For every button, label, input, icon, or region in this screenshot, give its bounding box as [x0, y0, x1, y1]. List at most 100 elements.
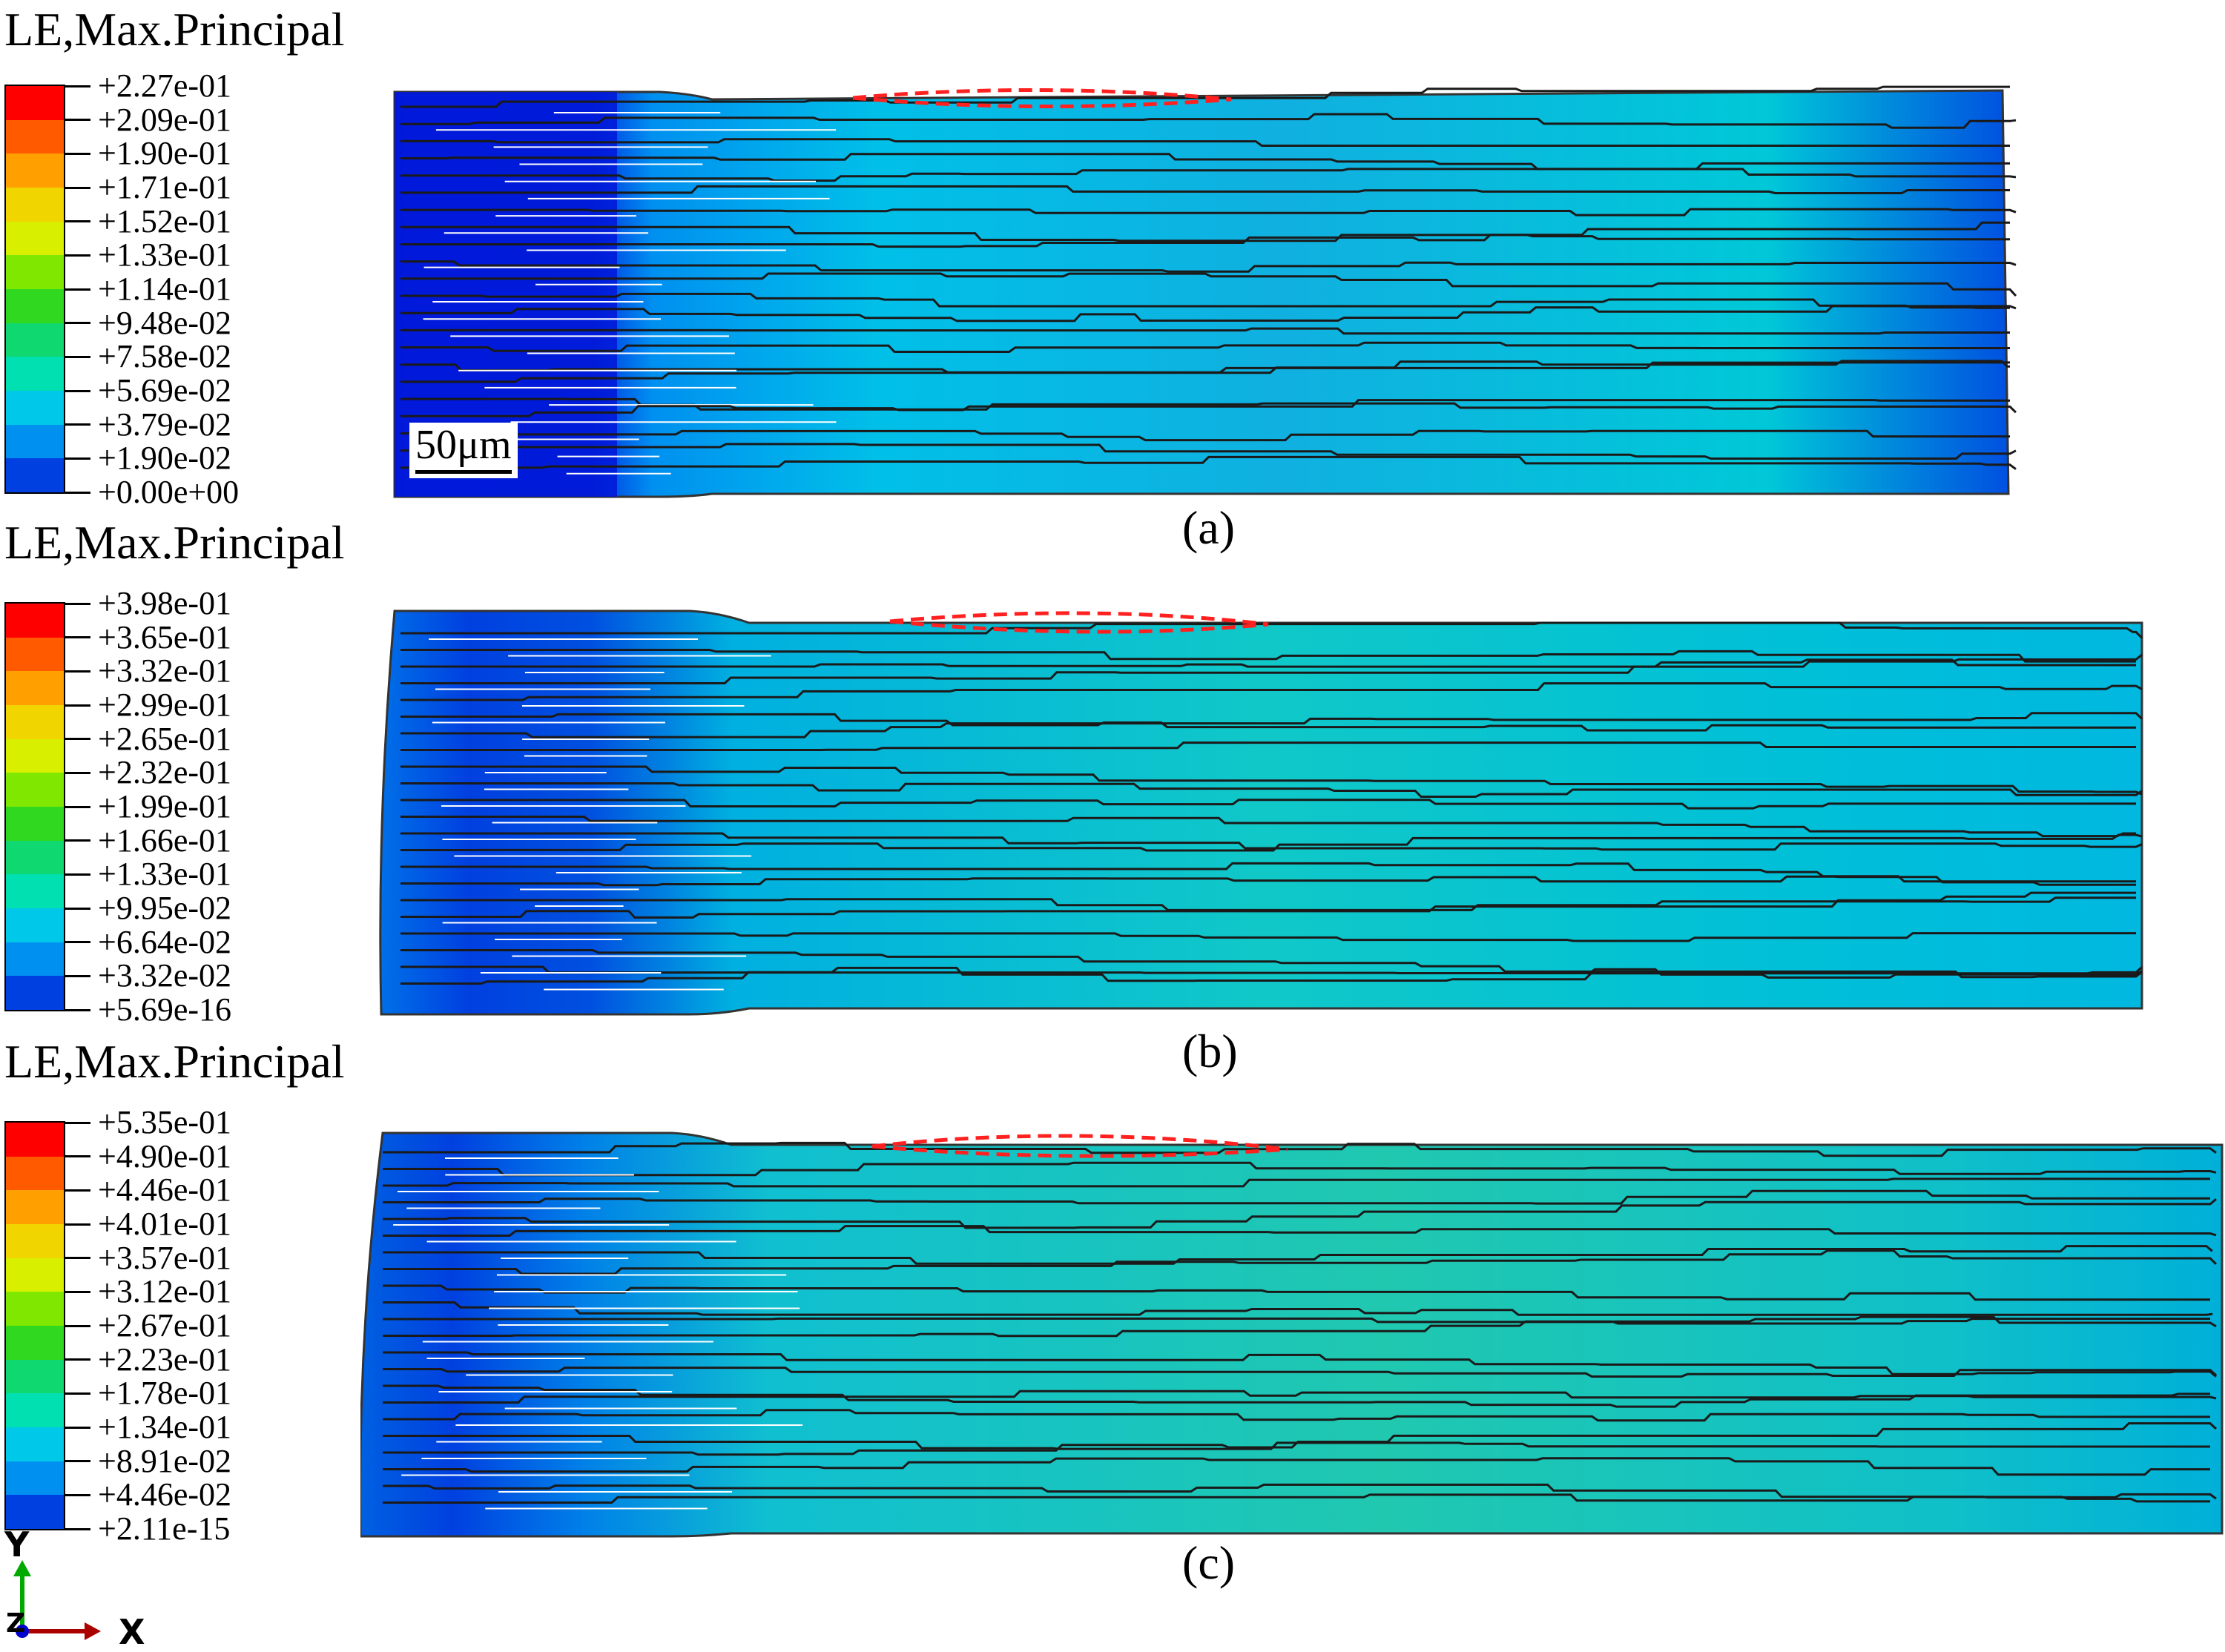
legend-value: +1.99e-01 — [65, 790, 231, 824]
fiber-line — [383, 1390, 2217, 1404]
fiber-line — [400, 85, 2010, 108]
legend-title: LE,Max.Principal — [4, 1035, 345, 1088]
fiber-line — [383, 1245, 2213, 1265]
fiber-line — [400, 682, 2143, 701]
legend-value-text: +3.79e-02 — [98, 406, 231, 443]
legend-value: +1.78e-01 — [65, 1376, 231, 1410]
legend-tick — [65, 839, 90, 842]
fiber-line — [400, 713, 2136, 732]
legend-swatch — [6, 908, 64, 942]
legend-tick — [65, 1460, 90, 1463]
fiber-line — [400, 832, 2143, 851]
legend-value-text: +1.78e-01 — [98, 1375, 231, 1412]
legend-value: +7.58e-02 — [65, 340, 231, 374]
color-legend-bar — [4, 1121, 65, 1530]
color-legend-bar — [4, 602, 65, 1011]
legend-swatch — [6, 187, 64, 222]
legend-swatch — [6, 671, 64, 705]
legend-value-text: +5.69e-16 — [98, 991, 231, 1028]
fiber-lines — [400, 621, 2143, 991]
fiber-line — [400, 305, 2017, 323]
caption-b: (b) — [1182, 1025, 1238, 1077]
panel-c: LE,Max.Principal +5.35e-01 +4.90e-01 +4.46… — [0, 1035, 2225, 1587]
legend-tick — [65, 704, 90, 707]
legend-swatch — [6, 1495, 64, 1529]
fiber-line — [383, 1493, 2210, 1504]
legend-tick — [65, 254, 90, 257]
legend-title: LE,Max.Principal — [4, 516, 345, 569]
legend-value-text: +9.95e-02 — [98, 890, 231, 926]
legend-tick — [65, 491, 90, 494]
fiber-line — [400, 658, 2136, 668]
legend-swatch — [6, 458, 64, 492]
legend-value: +4.46e-02 — [65, 1478, 231, 1512]
legend-value-text: +6.64e-02 — [98, 923, 231, 960]
legend-value-text: +3.98e-01 — [98, 585, 231, 621]
legend-value: +9.95e-02 — [65, 891, 231, 925]
legend-tick — [65, 1392, 90, 1395]
legend-tick — [65, 119, 90, 122]
scale-bar-label: 50μm — [415, 422, 512, 468]
coordinate-triad: Y Z X — [0, 1527, 178, 1652]
legend-value-text: +2.65e-01 — [98, 720, 231, 757]
legend-swatch — [6, 221, 64, 256]
legend-swatch — [6, 1393, 64, 1427]
fiber-line — [400, 341, 2010, 353]
fiber-line — [400, 397, 2017, 414]
legend-tick — [65, 1223, 90, 1226]
fiber-line — [383, 1177, 2210, 1188]
legend-value: +1.90e-01 — [65, 136, 231, 171]
legend-tick — [65, 771, 90, 774]
legend-value: +2.99e-01 — [65, 688, 231, 722]
fiber-line — [383, 1284, 2210, 1301]
fiber-line — [383, 1198, 2217, 1229]
fiber-line — [400, 932, 2136, 942]
legend-swatch — [6, 942, 64, 977]
legend-value: +0.00e+00 — [65, 475, 239, 509]
legend-swatch — [6, 739, 64, 773]
fiber-lines — [383, 1141, 2218, 1510]
legend-tick — [65, 1257, 90, 1260]
legend-swatch — [6, 1461, 64, 1496]
legend-value: +3.57e-01 — [65, 1241, 231, 1275]
fiber-line — [383, 1351, 2217, 1378]
fiber-line — [400, 225, 2010, 242]
legend-value-text: +1.90e-02 — [98, 440, 231, 477]
legend-tick — [65, 907, 90, 910]
scale-bar: 50μm — [409, 423, 518, 478]
legend-value-text: +4.01e-01 — [98, 1206, 231, 1242]
legend-value: +2.27e-01 — [65, 69, 231, 103]
fiber-line — [400, 891, 2136, 919]
legend-value: +3.32e-01 — [65, 654, 231, 688]
legend-tick — [65, 1008, 90, 1011]
legend-value-text: +3.32e-01 — [98, 652, 231, 690]
legend-swatch — [6, 255, 64, 289]
legend-value-text: +1.14e-01 — [98, 271, 231, 307]
legend-tick — [65, 1121, 90, 1124]
fiber-line — [400, 712, 2143, 739]
strain-contour-plot — [378, 608, 2151, 1020]
legend-value: +2.09e-01 — [65, 103, 231, 137]
legend-tick — [65, 186, 90, 189]
legend-tick — [65, 873, 90, 876]
legend-value-text: +2.99e-01 — [98, 687, 231, 723]
axis-label-y: Y — [4, 1524, 30, 1565]
fiber-line — [400, 138, 2010, 147]
legend-tick — [65, 1527, 90, 1530]
legend-tick — [65, 1493, 90, 1496]
fiber-line — [383, 1367, 2217, 1378]
legend-value-text: +3.57e-01 — [98, 1239, 231, 1276]
legend-value-text: +1.71e-01 — [98, 169, 231, 205]
legend-value-text: +8.91e-02 — [98, 1442, 231, 1479]
legend-tick — [65, 738, 90, 741]
color-legend-bar — [4, 85, 65, 494]
fiber-line — [383, 1409, 2210, 1422]
legend-value-text: +1.99e-01 — [98, 788, 231, 825]
legend-value: +1.34e-01 — [65, 1410, 231, 1444]
legend-value: +1.14e-01 — [65, 272, 231, 306]
legend-tick — [65, 1426, 90, 1429]
axis-label-x: X — [119, 1612, 145, 1652]
legend-tick — [65, 220, 90, 223]
fiber-lines — [400, 85, 2017, 475]
legend-swatch — [6, 424, 64, 459]
